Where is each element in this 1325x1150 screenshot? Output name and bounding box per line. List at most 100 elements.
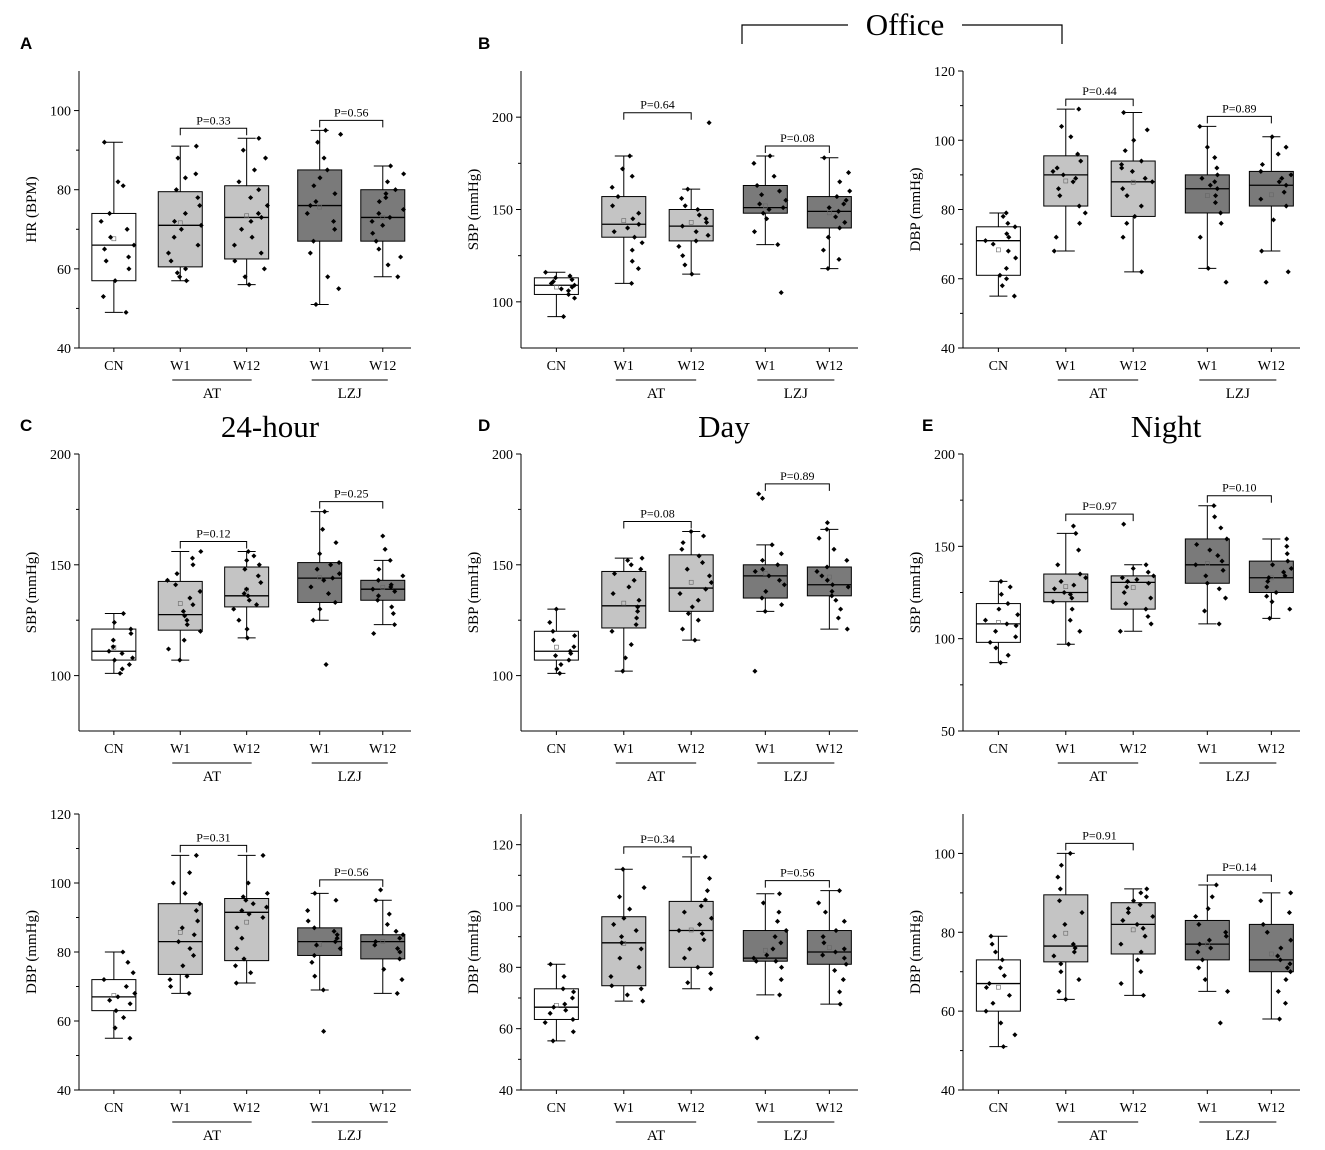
data-point <box>1287 961 1293 967</box>
box-cn <box>975 578 1021 666</box>
y-tick-label: 80 <box>499 961 513 976</box>
data-point <box>688 529 694 535</box>
plot-E-dbp: 40 60 80 100 DBP (mmHg) CN W1 W12 W1 W12 AT LZJ P=0.… <box>908 814 1300 1144</box>
data-point <box>193 171 199 177</box>
data-point <box>182 890 188 896</box>
data-point <box>386 911 392 917</box>
y-tick-label: 100 <box>934 633 955 648</box>
data-point <box>841 946 847 952</box>
data-point <box>776 577 783 583</box>
data-point <box>244 626 250 632</box>
box-iqr <box>224 898 270 962</box>
x-tick-label: CN <box>989 1101 1008 1116</box>
data-point <box>706 120 712 126</box>
data-point <box>311 183 317 189</box>
data-point <box>399 977 405 983</box>
data-point <box>708 970 714 977</box>
data-point <box>320 987 326 993</box>
data-point <box>383 195 389 201</box>
data-point <box>1125 910 1131 916</box>
data-point <box>376 199 382 205</box>
data-point <box>844 626 850 632</box>
y-tick-label: 120 <box>50 808 71 823</box>
data-point <box>986 980 992 987</box>
data-point <box>847 188 853 194</box>
data-point <box>232 258 238 264</box>
data-point <box>1061 589 1067 596</box>
data-point <box>773 958 779 964</box>
data-point <box>816 900 822 906</box>
data-point <box>1259 248 1265 254</box>
data-point <box>165 250 172 256</box>
data-point <box>1195 949 1201 955</box>
data-point <box>1073 175 1079 181</box>
data-point <box>1132 213 1138 219</box>
mean-marker <box>827 945 832 950</box>
data-point <box>1287 606 1293 612</box>
data-point <box>635 266 641 272</box>
data-point <box>130 970 136 976</box>
data-point <box>1270 562 1276 568</box>
data-point <box>635 608 641 614</box>
x-tick-label: W1 <box>310 742 330 757</box>
data-point <box>699 931 705 937</box>
data-point <box>1050 168 1056 174</box>
data-point <box>560 314 567 320</box>
data-point <box>551 1004 557 1010</box>
data-point <box>1258 898 1264 904</box>
data-point <box>395 274 401 280</box>
section-title-office: Office <box>866 7 945 42</box>
y-tick-label: 100 <box>492 900 513 915</box>
data-point <box>547 619 553 625</box>
box-lzj-w1 <box>1184 123 1230 285</box>
data-point <box>1281 189 1287 195</box>
x-tick-label: W12 <box>816 359 843 374</box>
y-tick-label: 200 <box>492 448 513 463</box>
y-axis-label: SBP (mmHg) <box>466 169 482 251</box>
data-point <box>1276 179 1282 185</box>
data-point <box>103 258 109 264</box>
data-point <box>829 593 835 599</box>
x-tick-label: W12 <box>369 359 396 374</box>
x-tick-label: W12 <box>233 359 260 374</box>
y-axis-label: SBP (mmHg) <box>466 552 482 634</box>
data-point <box>1003 210 1009 216</box>
box-cn <box>91 949 138 1041</box>
box-cn <box>975 210 1021 299</box>
data-point <box>677 591 683 597</box>
data-point <box>831 546 837 552</box>
mean-marker <box>621 218 627 223</box>
data-point <box>1213 193 1219 199</box>
x-tick-label: W12 <box>816 1101 843 1116</box>
data-point <box>824 577 830 583</box>
data-point <box>1214 172 1221 178</box>
data-point <box>1204 580 1210 586</box>
data-point <box>820 952 826 958</box>
data-point <box>1011 293 1017 299</box>
y-tick-label: 150 <box>50 559 71 574</box>
data-point <box>832 967 838 973</box>
mean-marker <box>1130 927 1136 933</box>
data-point <box>1070 941 1076 947</box>
data-point <box>1071 949 1077 955</box>
data-point <box>389 604 395 610</box>
box-cn <box>91 611 137 676</box>
pvalue-bracket <box>1206 495 1272 503</box>
data-point <box>708 986 714 992</box>
data-point <box>570 1029 576 1035</box>
data-point <box>1215 553 1221 559</box>
data-point <box>1145 613 1151 620</box>
plots-layer: A 40 60 80 100 HR (BPM) CN W1 W12 W1 W12 AT LZJ P=0.3… <box>20 34 1300 1144</box>
data-point <box>1079 910 1085 916</box>
data-point <box>554 666 560 672</box>
data-point <box>113 1008 119 1014</box>
y-tick-label: 60 <box>941 1005 955 1020</box>
data-point <box>1278 945 1284 951</box>
data-point <box>1051 953 1057 959</box>
data-point <box>1140 925 1146 931</box>
data-point <box>682 262 688 268</box>
data-point <box>1275 953 1281 959</box>
box-iqr <box>533 630 579 661</box>
data-point <box>704 888 710 894</box>
data-point <box>751 160 757 166</box>
